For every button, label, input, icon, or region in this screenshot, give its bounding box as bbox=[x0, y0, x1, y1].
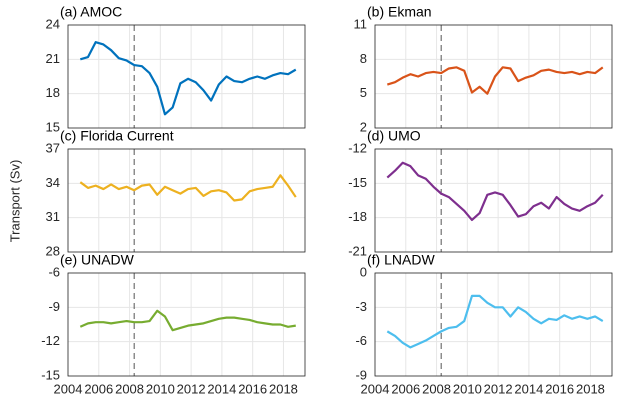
y-tick-label: 11 bbox=[354, 16, 368, 31]
axes-box bbox=[374, 24, 613, 129]
y-tick-label: -15 bbox=[41, 367, 60, 382]
y-tick-label: -9 bbox=[355, 367, 367, 382]
x-tick-label: 2016 bbox=[545, 381, 574, 396]
axes-box bbox=[374, 148, 613, 253]
y-tick-label: -12 bbox=[348, 140, 367, 155]
y-tick-label: 2 bbox=[360, 119, 367, 134]
panel-title: (f) LNADW bbox=[367, 252, 435, 268]
y-tick-label: -12 bbox=[41, 333, 60, 348]
x-tick-label: 2006 bbox=[84, 381, 113, 396]
y-tick-label: -21 bbox=[348, 243, 367, 258]
y-tick-label: 24 bbox=[46, 16, 60, 31]
data-line bbox=[386, 294, 604, 349]
y-tick-label: 18 bbox=[46, 85, 60, 100]
y-tick-label: -9 bbox=[48, 299, 60, 314]
x-tick-label: 2012 bbox=[177, 381, 206, 396]
x-tick-label: 2010 bbox=[453, 381, 482, 396]
x-tick-label: 2014 bbox=[207, 381, 236, 396]
y-tick-label: 15 bbox=[46, 119, 60, 134]
panel-title: (e) UNADW bbox=[60, 252, 135, 268]
y-tick-label: -6 bbox=[355, 333, 367, 348]
y-tick-label: 37 bbox=[46, 140, 60, 155]
y-tick-label: -6 bbox=[48, 264, 60, 279]
y-tick-label: -18 bbox=[348, 209, 367, 224]
y-axis-label: Transport (Sv) bbox=[7, 160, 22, 243]
y-tick-label: 31 bbox=[46, 209, 60, 224]
y-tick-label: 5 bbox=[360, 85, 367, 100]
data-line bbox=[79, 41, 297, 116]
x-tick-label: 2012 bbox=[484, 381, 513, 396]
panel-title: (d) UMO bbox=[367, 128, 421, 144]
y-tick-label: -15 bbox=[348, 175, 367, 190]
y-tick-label: 34 bbox=[46, 175, 60, 190]
panel-title: (a) AMOC bbox=[60, 4, 122, 20]
data-line bbox=[79, 174, 297, 202]
axes-box bbox=[374, 272, 613, 377]
x-tick-label: 2010 bbox=[146, 381, 175, 396]
x-tick-label: 2016 bbox=[238, 381, 267, 396]
x-tick-label: 2004 bbox=[54, 381, 83, 396]
panel-title: (b) Ekman bbox=[367, 4, 432, 20]
panel-title: (c) Florida Current bbox=[60, 128, 174, 144]
data-line bbox=[386, 161, 604, 222]
data-line bbox=[79, 309, 296, 332]
y-tick-label: 8 bbox=[360, 51, 367, 66]
x-tick-label: 2014 bbox=[514, 381, 543, 396]
x-tick-label: 2008 bbox=[115, 381, 144, 396]
axes-box bbox=[67, 24, 306, 129]
x-tick-label: 2006 bbox=[391, 381, 420, 396]
y-tick-label: -3 bbox=[355, 299, 367, 314]
y-tick-label: 21 bbox=[46, 51, 60, 66]
x-tick-label: 2018 bbox=[269, 381, 298, 396]
data-line bbox=[386, 66, 604, 95]
y-tick-label: 28 bbox=[46, 243, 60, 258]
y-tick-label: 0 bbox=[360, 264, 367, 279]
axes-box bbox=[67, 148, 306, 253]
axes-box bbox=[67, 272, 306, 377]
x-tick-label: 2004 bbox=[361, 381, 390, 396]
x-tick-label: 2018 bbox=[576, 381, 605, 396]
x-tick-label: 2008 bbox=[422, 381, 451, 396]
